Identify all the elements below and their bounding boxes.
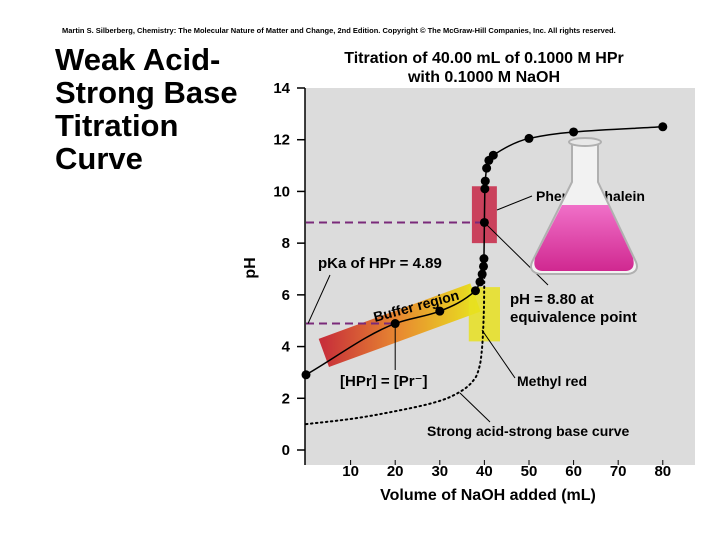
y-axis-label: pH [242, 257, 259, 278]
x-tick-label: 80 [654, 463, 671, 480]
x-tick-label: 30 [431, 463, 448, 480]
series-label: Strong acid-strong base curve [427, 423, 629, 439]
data-point [479, 217, 489, 227]
callout [481, 329, 516, 379]
x-tick-label: 50 [521, 463, 538, 480]
callout [307, 274, 331, 324]
x-axis-label: Volume of NaOH added (mL) [380, 487, 596, 504]
y-tick-label: 2 [282, 390, 290, 407]
y-tick-label: 8 [282, 235, 290, 252]
slide-title: Curve [55, 141, 143, 176]
data-point [479, 254, 489, 264]
data-point [488, 150, 498, 160]
x-tick-label: 70 [610, 463, 627, 480]
reference-label: pKa of HPr = 4.89 [318, 255, 442, 272]
slide-title: Weak Acid- [55, 42, 220, 77]
annotation: [HPr] = [Pr⁻] [340, 373, 428, 390]
series-line [305, 268, 486, 426]
data-point [470, 286, 480, 296]
slide-title: Strong Base [55, 75, 238, 110]
data-point [569, 127, 579, 137]
x-tick-label: 40 [476, 463, 493, 480]
y-tick-label: 10 [273, 183, 290, 200]
buffer-band [318, 283, 481, 367]
plot-area [305, 88, 695, 465]
flask-illustration [530, 137, 638, 275]
callout [496, 195, 533, 211]
copyright: Martin S. Silberberg, Chemistry: The Mol… [62, 26, 616, 35]
y-tick-label: 0 [282, 442, 290, 459]
data-point [658, 122, 668, 132]
indicator-label: Methyl red [517, 373, 587, 389]
reference-label: pH = 8.80 at [510, 291, 594, 308]
y-tick-label: 12 [273, 132, 290, 149]
callout [484, 222, 549, 286]
data-point [435, 306, 445, 316]
data-point [480, 184, 490, 194]
reference-label: equivalence point [510, 309, 637, 326]
slide-title: Titration [55, 108, 178, 143]
data-point [475, 277, 485, 287]
data-point [482, 163, 492, 173]
data-point [301, 370, 311, 380]
y-tick-label: 6 [282, 287, 290, 304]
data-point [478, 261, 488, 271]
chart-title: Titration of 40.00 mL of 0.1000 M HPr [344, 50, 624, 67]
callout [459, 392, 491, 423]
data-point [524, 133, 534, 143]
data-point [480, 176, 490, 186]
y-tick-label: 14 [273, 80, 290, 97]
y-tick-label: 4 [282, 339, 291, 356]
x-tick-label: 10 [342, 463, 359, 480]
x-tick-label: 20 [387, 463, 404, 480]
x-tick-label: 60 [565, 463, 582, 480]
chart-title: with 0.1000 M NaOH [407, 69, 560, 86]
